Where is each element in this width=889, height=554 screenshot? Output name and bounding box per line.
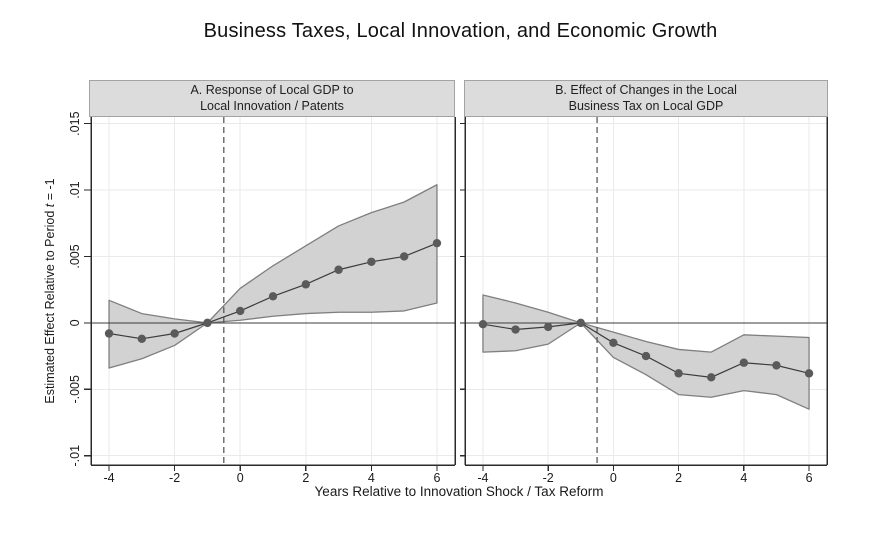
x-axis-label: Years Relative to Innovation Shock / Tax… bbox=[314, 484, 604, 499]
panel-a-y-tick-label: -.005 bbox=[68, 375, 82, 404]
panel-a-y-tick-label: .01 bbox=[68, 181, 82, 198]
panel-a-data-point bbox=[203, 318, 212, 328]
panel-a-y-tick-label: 0 bbox=[68, 319, 82, 326]
panel-a-data-point bbox=[170, 329, 179, 338]
panel-b-x-tick-label: -4 bbox=[477, 471, 488, 485]
panel-a-x-tick-label: 6 bbox=[433, 471, 440, 485]
panel-a-title-line1: A. Response of Local GDP to bbox=[190, 83, 354, 97]
panel-b-data-point bbox=[772, 361, 781, 370]
figure-title: Business Taxes, Local Innovation, and Ec… bbox=[203, 20, 718, 42]
panel-b-data-point bbox=[707, 373, 716, 382]
panel-a-data-point bbox=[137, 334, 147, 344]
panel-b-header: B. Effect of Changes in the Local Busine… bbox=[464, 80, 828, 117]
panel-a-data-point bbox=[268, 292, 278, 301]
panel-a-data-point bbox=[104, 329, 114, 338]
panel-a-data-point bbox=[367, 257, 376, 266]
panel-b-data-point bbox=[804, 369, 814, 378]
panel-a-y-tick-label: .015 bbox=[68, 111, 82, 135]
panel-b-x-tick-label: 4 bbox=[740, 471, 747, 485]
panel-a-y-tick-label: .005 bbox=[68, 244, 82, 268]
panel-a-x-tick-label: 2 bbox=[302, 471, 309, 485]
panel-b-data-point bbox=[609, 338, 618, 348]
panel-a-data-point bbox=[399, 252, 409, 261]
panel-a-data-point bbox=[236, 306, 245, 316]
panel-b-x-tick-label: 0 bbox=[610, 471, 617, 485]
panel-b-title-line1: B. Effect of Changes in the Local bbox=[555, 83, 737, 97]
panel-b-data-point bbox=[478, 320, 488, 329]
panel-b-data-point bbox=[739, 358, 749, 367]
panel-a-y-tick-label: -.01 bbox=[68, 445, 82, 467]
panel-b-data-point bbox=[543, 322, 553, 332]
panel-a-x-tick-label: -2 bbox=[169, 471, 180, 485]
panel-b-x-tick-label: 2 bbox=[675, 471, 682, 485]
panel-a-data-point bbox=[334, 265, 343, 274]
panel-b-data-point bbox=[641, 351, 651, 361]
panel-b-data-point bbox=[576, 318, 585, 328]
panel-a-x-tick-label: 0 bbox=[237, 471, 244, 485]
panel-a-title-line2: Local Innovation / Patents bbox=[200, 98, 344, 113]
panel-b-x-tick-label: 6 bbox=[806, 471, 813, 485]
panel-a-x-tick-label: -4 bbox=[103, 471, 114, 485]
panel-a-data-point bbox=[301, 280, 310, 289]
panel-b-data-point bbox=[674, 369, 683, 378]
panel-a-header: A. Response of Local GDP to Local Innova… bbox=[89, 80, 455, 117]
panel-a-confidence-band bbox=[108, 184, 438, 369]
panel-b-data-point bbox=[511, 325, 520, 334]
panel-b-x-tick-label: -2 bbox=[543, 471, 554, 485]
panel-a-data-point bbox=[432, 238, 442, 248]
panel-b-title-line2: Business Tax on Local GDP bbox=[568, 98, 724, 113]
panel-a-x-tick-label: 4 bbox=[368, 471, 375, 485]
